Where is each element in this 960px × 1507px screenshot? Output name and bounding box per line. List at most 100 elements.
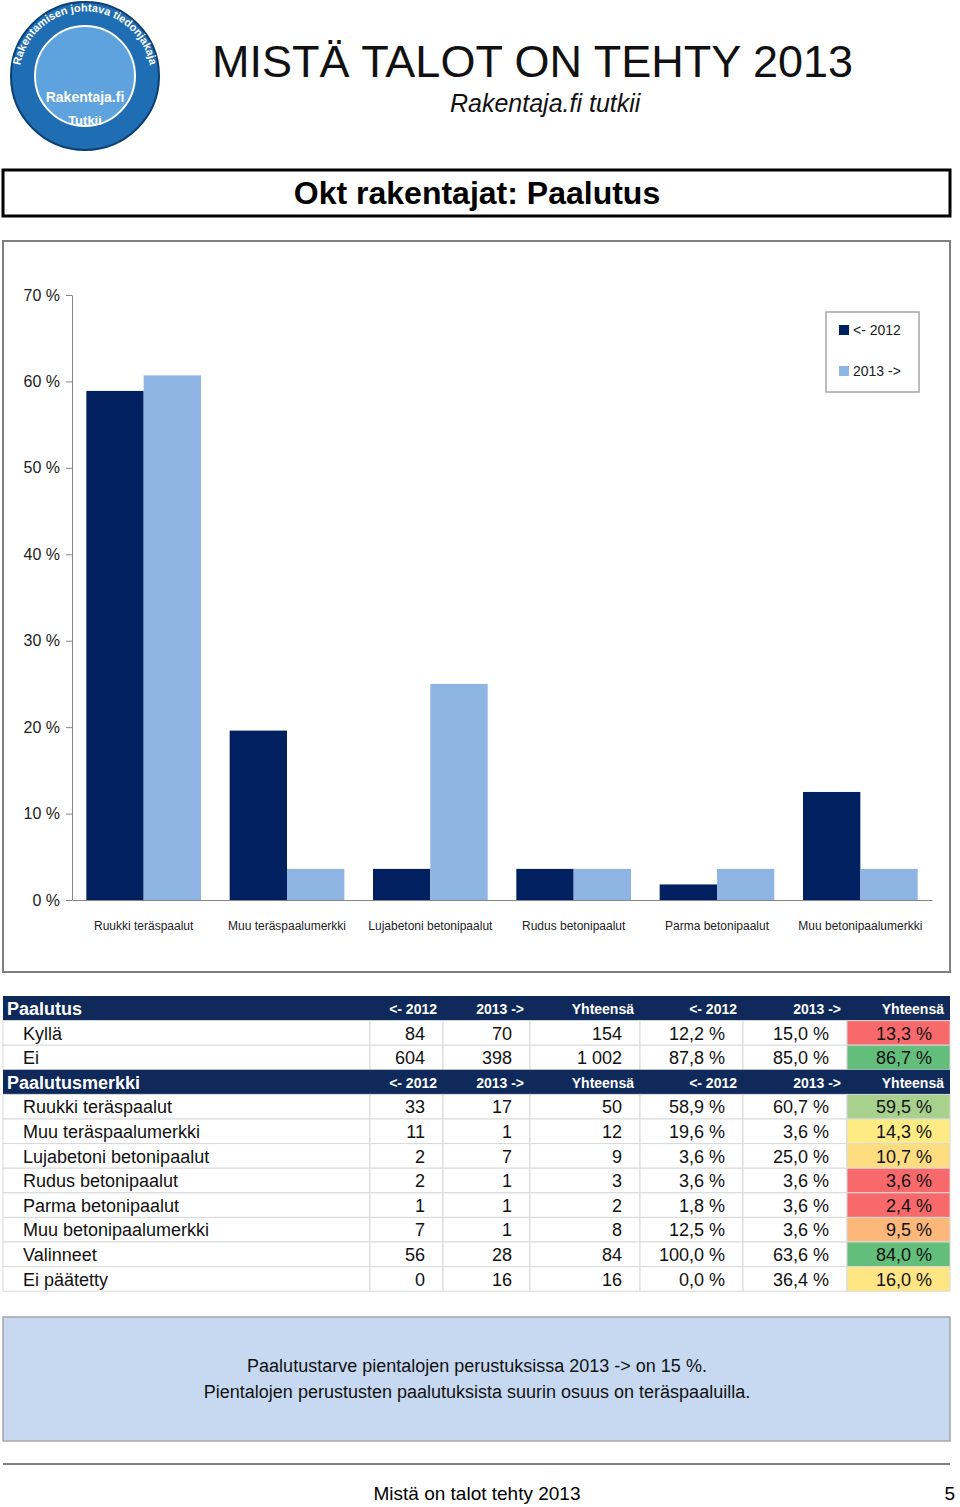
table-cell-text: 15,0 % [773, 1024, 829, 1044]
table-cell [640, 1045, 743, 1070]
table-cell-text: 87,8 % [669, 1048, 725, 1068]
x-tick-label: Rudus betonipaalut [522, 919, 626, 933]
table-cell-text: Kyllä [23, 1024, 63, 1044]
table-cell-text: 16,0 % [876, 1270, 932, 1290]
table-cell [743, 1193, 847, 1218]
table-cell-text: 86,7 % [876, 1048, 932, 1068]
table-cell-text: 1 [502, 1122, 512, 1142]
table-cell [743, 1217, 847, 1242]
table-cell-text: Muu betonipaalumerkki [23, 1220, 209, 1240]
table-cell [847, 1168, 950, 1193]
bar [717, 869, 774, 900]
x-tick: Ruukki teräspaalut [94, 900, 194, 933]
table-cell-text: 11 [406, 1122, 425, 1142]
y-tick: 10 % [24, 805, 72, 822]
table-cell [443, 1094, 530, 1119]
note-text: Pientalojen perustusten paalutuksista su… [204, 1382, 750, 1402]
table-cell-text: 25,0 % [773, 1147, 829, 1167]
x-tick: Muu teräspaalumerkki [228, 900, 346, 933]
table-cell-text: 84 [602, 1245, 622, 1265]
table-cell-text: 2 [415, 1147, 425, 1167]
bar [230, 731, 287, 900]
table-cell [743, 1119, 847, 1144]
bar [660, 884, 717, 900]
title-box [3, 170, 950, 216]
table-cell-text: 1 [502, 1171, 512, 1191]
y-tick: 20 % [24, 719, 72, 736]
table-cell [370, 1021, 443, 1046]
table-cell-text: 36,4 % [773, 1270, 829, 1290]
table-cell-text: 3,6 % [783, 1122, 829, 1142]
table-cell-text: 0,0 % [679, 1270, 725, 1290]
table-cell-text: 60,7 % [773, 1097, 829, 1117]
table-cell [847, 1193, 950, 1218]
table-cell [743, 1094, 847, 1119]
x-tick-label: Parma betonipaalut [665, 919, 770, 933]
table-cell-text: Rudus betonipaalut [23, 1171, 178, 1191]
table-section-header [3, 996, 950, 1021]
x-tick-label: Lujabetoni betonipaalut [368, 919, 493, 933]
table-cell-text: 2,4 % [886, 1196, 932, 1216]
table-cell-text: 1 [502, 1196, 512, 1216]
table-cell-text: 3,6 % [783, 1220, 829, 1240]
table-cell-text: 58,9 % [669, 1097, 725, 1117]
legend-label: <- 2012 [853, 322, 901, 338]
table-cell-text: 7 [415, 1220, 425, 1240]
chart-frame [3, 241, 950, 972]
table-header-cell: 2013 -> [476, 1075, 524, 1091]
y-tick-label: 10 % [24, 805, 60, 822]
table-cell-text: 84 [405, 1024, 425, 1044]
logo-tag: Tutkii [68, 113, 102, 128]
y-tick-mark [66, 295, 72, 296]
y-tick: 40 % [24, 546, 72, 563]
y-tick: 30 % [24, 632, 72, 649]
table-header-cell: <- 2012 [389, 1001, 437, 1017]
table-cell-text: 10,7 % [876, 1147, 932, 1167]
table-cell-text: 398 [482, 1048, 512, 1068]
y-tick-mark [66, 554, 72, 555]
table-cell-text: 63,6 % [773, 1245, 829, 1265]
table-cell [3, 1217, 370, 1242]
y-tick-label: 60 % [24, 373, 60, 390]
table-cell-text: Valinneet [23, 1245, 97, 1265]
table-header-cell: 2013 -> [793, 1075, 841, 1091]
table-cell [530, 1021, 640, 1046]
footer-rule [3, 1464, 950, 1465]
table-cell [3, 1045, 370, 1070]
bar [860, 869, 917, 900]
table-cell-text: 28 [492, 1245, 512, 1265]
table-cell-text: 59,5 % [876, 1097, 932, 1117]
table-cell [847, 1144, 950, 1169]
table-cell [530, 1193, 640, 1218]
table-cell [743, 1021, 847, 1046]
table-cell [443, 1193, 530, 1218]
table-cell-text: 1 [502, 1220, 512, 1240]
table-cell [3, 1094, 370, 1119]
table-cell [370, 1045, 443, 1070]
table-cell-text: 8 [612, 1220, 622, 1240]
table-cell-text: Ei [23, 1048, 39, 1068]
table-cell [3, 1267, 370, 1292]
table-cell [743, 1168, 847, 1193]
table-cell-text: 33 [405, 1097, 425, 1117]
x-axis: Ruukki teräspaalut Muu teräspaalumerkki Lu… [73, 900, 933, 933]
y-tick: 70 % [24, 287, 72, 304]
table-cell [640, 1168, 743, 1193]
y-tick-mark [66, 900, 72, 901]
table-cell [847, 1242, 950, 1267]
table-cell-text: 7 [502, 1147, 512, 1167]
bar [516, 869, 573, 900]
bars [86, 375, 917, 900]
legend-swatch [839, 366, 849, 376]
table-cell [443, 1267, 530, 1292]
table-section-header [3, 1070, 950, 1095]
table-cell [847, 1267, 950, 1292]
table-cell [443, 1021, 530, 1046]
table-header-cell: <- 2012 [689, 1001, 737, 1017]
table-cell [443, 1168, 530, 1193]
table-cell-text: Muu teräspaalumerkki [23, 1122, 200, 1142]
table-cell-text: Parma betonipaalut [23, 1196, 179, 1216]
x-tick: Parma betonipaalut [665, 900, 770, 933]
logo-inner [35, 26, 135, 126]
y-tick: 60 % [24, 373, 72, 390]
